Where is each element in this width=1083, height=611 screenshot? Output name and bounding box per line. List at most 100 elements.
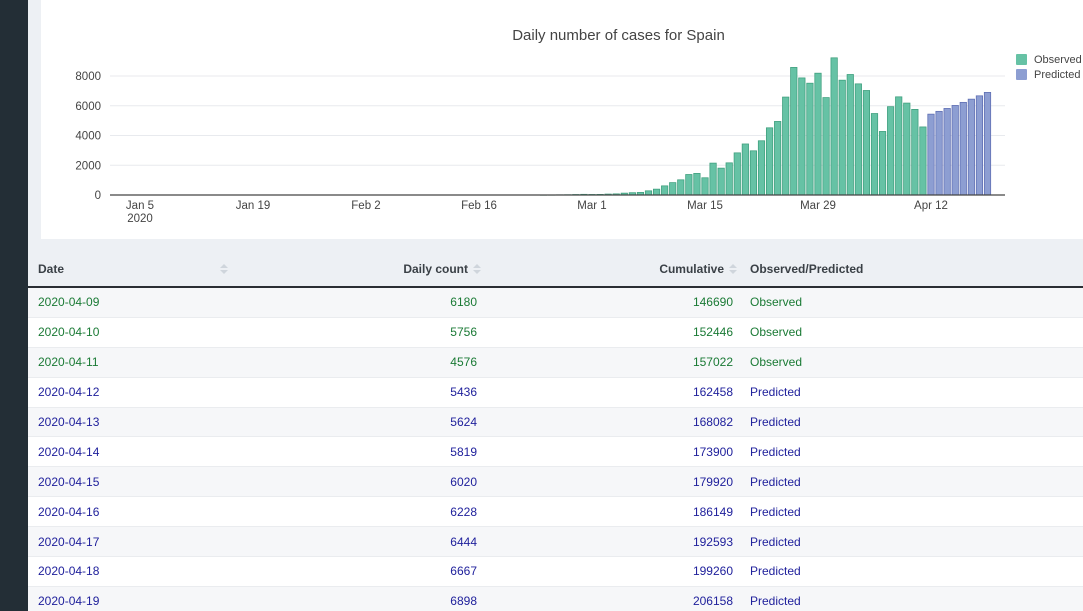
bar-observed [678, 180, 684, 195]
status-cell: Predicted [737, 594, 1083, 608]
legend-item-observed[interactable]: Observed [1016, 52, 1082, 67]
bar-observed [758, 141, 764, 195]
y-tick-label: 0 [95, 190, 101, 202]
table-row: 2020-04-176444192593Predicted [28, 527, 1083, 557]
daily-count-cell: 5436 [232, 385, 481, 399]
cumulative-cell: 146690 [481, 295, 737, 309]
status-cell: Observed [737, 295, 1083, 309]
bar-observed [653, 189, 659, 195]
cumulative-cell: 152446 [481, 325, 737, 339]
legend-label: Predicted [1034, 69, 1080, 81]
daily-count-cell: 6667 [232, 564, 481, 578]
column-header-date[interactable]: Date [28, 239, 232, 286]
bar-observed [694, 173, 700, 195]
bar-observed [912, 109, 918, 195]
x-tick-label: Mar 15 [687, 200, 723, 212]
table-row: 2020-04-145819173900Predicted [28, 437, 1083, 467]
daily-count-cell: 5756 [232, 325, 481, 339]
x-tick-sublabel: 2020 [127, 213, 153, 225]
daily-count-cell: 6444 [232, 535, 481, 549]
bar-observed [734, 153, 740, 195]
bar-predicted [928, 114, 934, 195]
date-cell: 2020-04-12 [28, 385, 232, 399]
cumulative-cell: 192593 [481, 535, 737, 549]
cases-table: Date Daily count Cumulative Observed/Pre… [28, 239, 1083, 611]
bar-predicted [944, 108, 950, 195]
bar-observed [807, 83, 813, 195]
legend-swatch-observed [1016, 54, 1027, 65]
bar-observed [718, 168, 724, 195]
date-cell: 2020-04-09 [28, 295, 232, 309]
sort-icon [729, 264, 737, 274]
sort-icon [473, 264, 481, 274]
bar-observed [815, 73, 821, 195]
bar-predicted [936, 111, 942, 195]
daily-count-cell: 4576 [232, 355, 481, 369]
table-row: 2020-04-156020179920Predicted [28, 467, 1083, 497]
daily-count-cell: 6898 [232, 594, 481, 608]
date-cell: 2020-04-17 [28, 535, 232, 549]
cumulative-cell: 206158 [481, 594, 737, 608]
date-cell: 2020-04-14 [28, 445, 232, 459]
x-tick-label: Feb 2 [351, 200, 380, 212]
sort-icon [220, 264, 228, 274]
bar-predicted [960, 102, 966, 195]
date-cell: 2020-04-15 [28, 475, 232, 489]
bar-observed [742, 144, 748, 195]
date-cell: 2020-04-11 [28, 355, 232, 369]
status-cell: Predicted [737, 475, 1083, 489]
date-cell: 2020-04-16 [28, 505, 232, 519]
bar-predicted [984, 92, 990, 195]
column-header-daily-count[interactable]: Daily count [232, 239, 481, 286]
bar-observed [799, 78, 805, 195]
date-cell: 2020-04-13 [28, 415, 232, 429]
status-cell: Predicted [737, 445, 1083, 459]
bar-observed [871, 114, 877, 195]
table-row: 2020-04-105756152446Observed [28, 318, 1083, 348]
legend-item-predicted[interactable]: Predicted [1016, 67, 1082, 82]
bar-observed [791, 67, 797, 195]
bar-observed [726, 163, 732, 195]
column-header-label: Date [38, 262, 64, 276]
cumulative-cell: 186149 [481, 505, 737, 519]
status-cell: Predicted [737, 535, 1083, 549]
app-sidebar [0, 0, 28, 611]
cumulative-cell: 173900 [481, 445, 737, 459]
cumulative-cell: 168082 [481, 415, 737, 429]
bar-observed [904, 103, 910, 195]
status-cell: Predicted [737, 415, 1083, 429]
bar-observed [855, 84, 861, 195]
table-row: 2020-04-114576157022Observed [28, 348, 1083, 378]
bar-observed [839, 80, 845, 195]
bar-observed [887, 107, 893, 195]
bar-observed [847, 74, 853, 195]
x-tick-label: Jan 5 [126, 200, 154, 212]
daily-count-cell: 6180 [232, 295, 481, 309]
bar-observed [702, 178, 708, 195]
table-row: 2020-04-125436162458Predicted [28, 378, 1083, 408]
x-tick-label: Mar 29 [800, 200, 836, 212]
column-header-label: Observed/Predicted [750, 262, 863, 276]
bar-observed [863, 90, 869, 195]
x-tick-label: Jan 19 [236, 200, 271, 212]
bar-observed [750, 151, 756, 195]
status-cell: Observed [737, 325, 1083, 339]
bar-observed [670, 183, 676, 195]
bar-observed [823, 98, 829, 195]
table-row: 2020-04-186667199260Predicted [28, 557, 1083, 587]
table-row: 2020-04-135624168082Predicted [28, 408, 1083, 438]
legend-swatch-predicted [1016, 69, 1027, 80]
column-header-cumulative[interactable]: Cumulative [481, 239, 737, 286]
bar-observed [774, 121, 780, 195]
date-cell: 2020-04-19 [28, 594, 232, 608]
bar-observed [831, 58, 837, 195]
bar-predicted [952, 105, 958, 195]
daily-count-cell: 6228 [232, 505, 481, 519]
bar-observed [686, 175, 692, 195]
status-cell: Predicted [737, 505, 1083, 519]
y-tick-label: 4000 [75, 131, 101, 143]
bar-observed [766, 128, 772, 195]
status-cell: Predicted [737, 385, 1083, 399]
column-header-label: Daily count [403, 262, 468, 276]
x-tick-label: Mar 1 [577, 200, 606, 212]
